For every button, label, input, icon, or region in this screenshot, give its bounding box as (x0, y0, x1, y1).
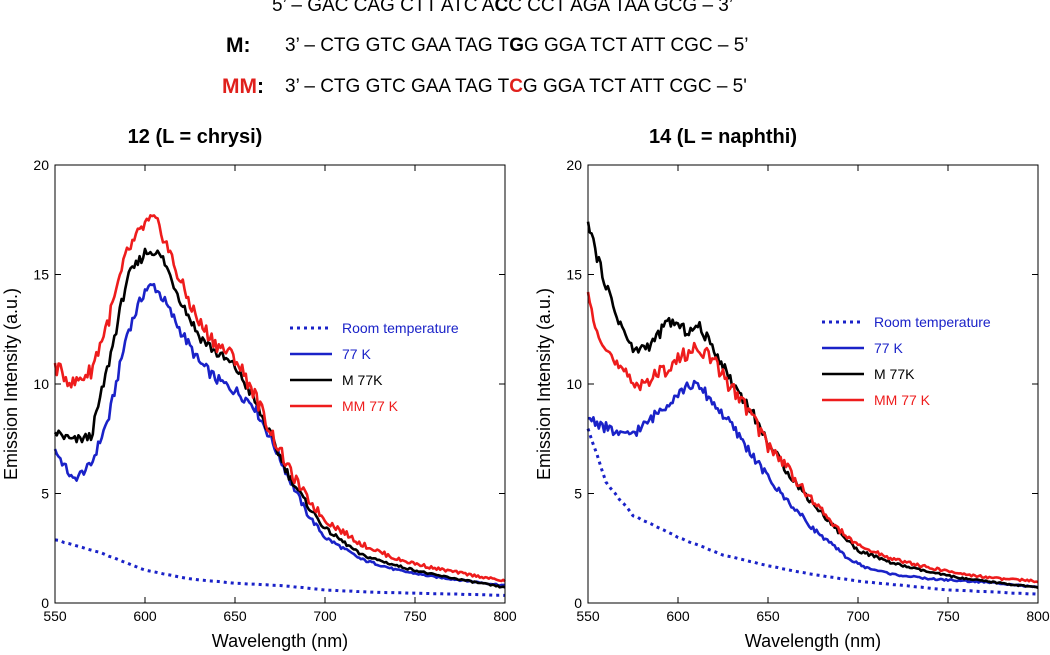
seq-top-base: C (494, 0, 509, 16)
match-colon: : (243, 34, 251, 57)
seq-mismatch-pre: 3’ – CTG GTC GAA TAG T (285, 76, 510, 97)
series-line-room-temperature (54, 538, 506, 597)
legend-entry: M 77K (874, 366, 915, 382)
y-tick-label: 10 (566, 376, 582, 392)
x-tick-label: 750 (936, 608, 960, 624)
mismatch-label: MM (222, 75, 257, 98)
chart-title: 14 (L = naphthi) (649, 126, 797, 148)
y-axis-label: Emission Intensity (a.u.) (1, 288, 21, 480)
y-tick-label: 20 (33, 157, 49, 173)
x-tick-label: 550 (576, 608, 600, 624)
x-tick-label: 650 (223, 608, 247, 624)
x-tick-label: 550 (43, 608, 67, 624)
legend-entry: Room temperature (342, 320, 459, 336)
legend-entry: 77 K (342, 346, 371, 362)
y-tick-label: 15 (566, 267, 582, 283)
seq-mismatch-base: C (509, 76, 523, 97)
sequence-mismatch: MM: 3’ – CTG GTC GAA TAG TCG GGA TCT ATT… (0, 0, 747, 98)
seq-match-post: G GGA TCT ATT CGC – 5’ (523, 35, 749, 56)
x-axis-label: Wavelength (nm) (212, 631, 348, 651)
x-tick-label: 750 (403, 608, 427, 624)
x-tick-label: 700 (313, 608, 337, 624)
seq-mismatch-post: G GGA TCT ATT CGC – 5' (522, 76, 747, 97)
y-tick-label: 0 (41, 595, 49, 611)
y-tick-label: 5 (574, 486, 582, 502)
sequence-match: M: 3’ – CTG GTC GAA TAG TGG GGA TCT ATT … (0, 0, 749, 66)
series-line-m-77k (53, 247, 506, 589)
sequence-top: 5’ – GAC CAG CTT ATC ACC CCT AGA TAA GCG… (0, 0, 733, 44)
series-line-room-temperature (586, 428, 1039, 596)
legend-entry: MM 77 K (342, 398, 399, 414)
x-tick-label: 800 (1026, 608, 1050, 624)
x-tick-label: 650 (756, 608, 780, 624)
plot-frame (54, 164, 506, 604)
plot-frame (587, 164, 1039, 604)
y-tick-label: 15 (33, 267, 49, 283)
seq-match-base: G (509, 35, 524, 56)
legend-entry: 77 K (874, 340, 903, 356)
seq-top-pre: 5’ – GAC CAG CTT ATC A (272, 0, 495, 16)
legend-entry: M 77K (342, 372, 383, 388)
x-axis-label: Wavelength (nm) (745, 631, 881, 651)
seq-top-post: C CCT AGA TAA GCG – 3’ (508, 0, 734, 16)
series-line-mm-77-k (586, 291, 1039, 584)
mismatch-colon: : (257, 75, 264, 98)
x-tick-label: 800 (493, 608, 517, 624)
y-tick-label: 10 (33, 376, 49, 392)
chart-title: 12 (L = chrysi) (128, 126, 263, 148)
legend-entry: Room temperature (874, 314, 991, 330)
y-tick-label: 0 (574, 595, 582, 611)
y-axis-label: Emission Intensity (a.u.) (534, 288, 554, 480)
seq-match-pre: 3’ – CTG GTC GAA TAG T (285, 35, 510, 56)
x-tick-label: 600 (666, 608, 690, 624)
series-line-77-k (587, 379, 1039, 589)
x-tick-label: 700 (846, 608, 870, 624)
series-line-mm-77-k (53, 214, 506, 583)
y-tick-label: 20 (566, 157, 582, 173)
series-line-m-77k (586, 221, 1039, 589)
y-tick-label: 5 (41, 486, 49, 502)
x-tick-label: 600 (133, 608, 157, 624)
legend-entry: MM 77 K (874, 392, 931, 408)
match-label: M (226, 34, 244, 57)
